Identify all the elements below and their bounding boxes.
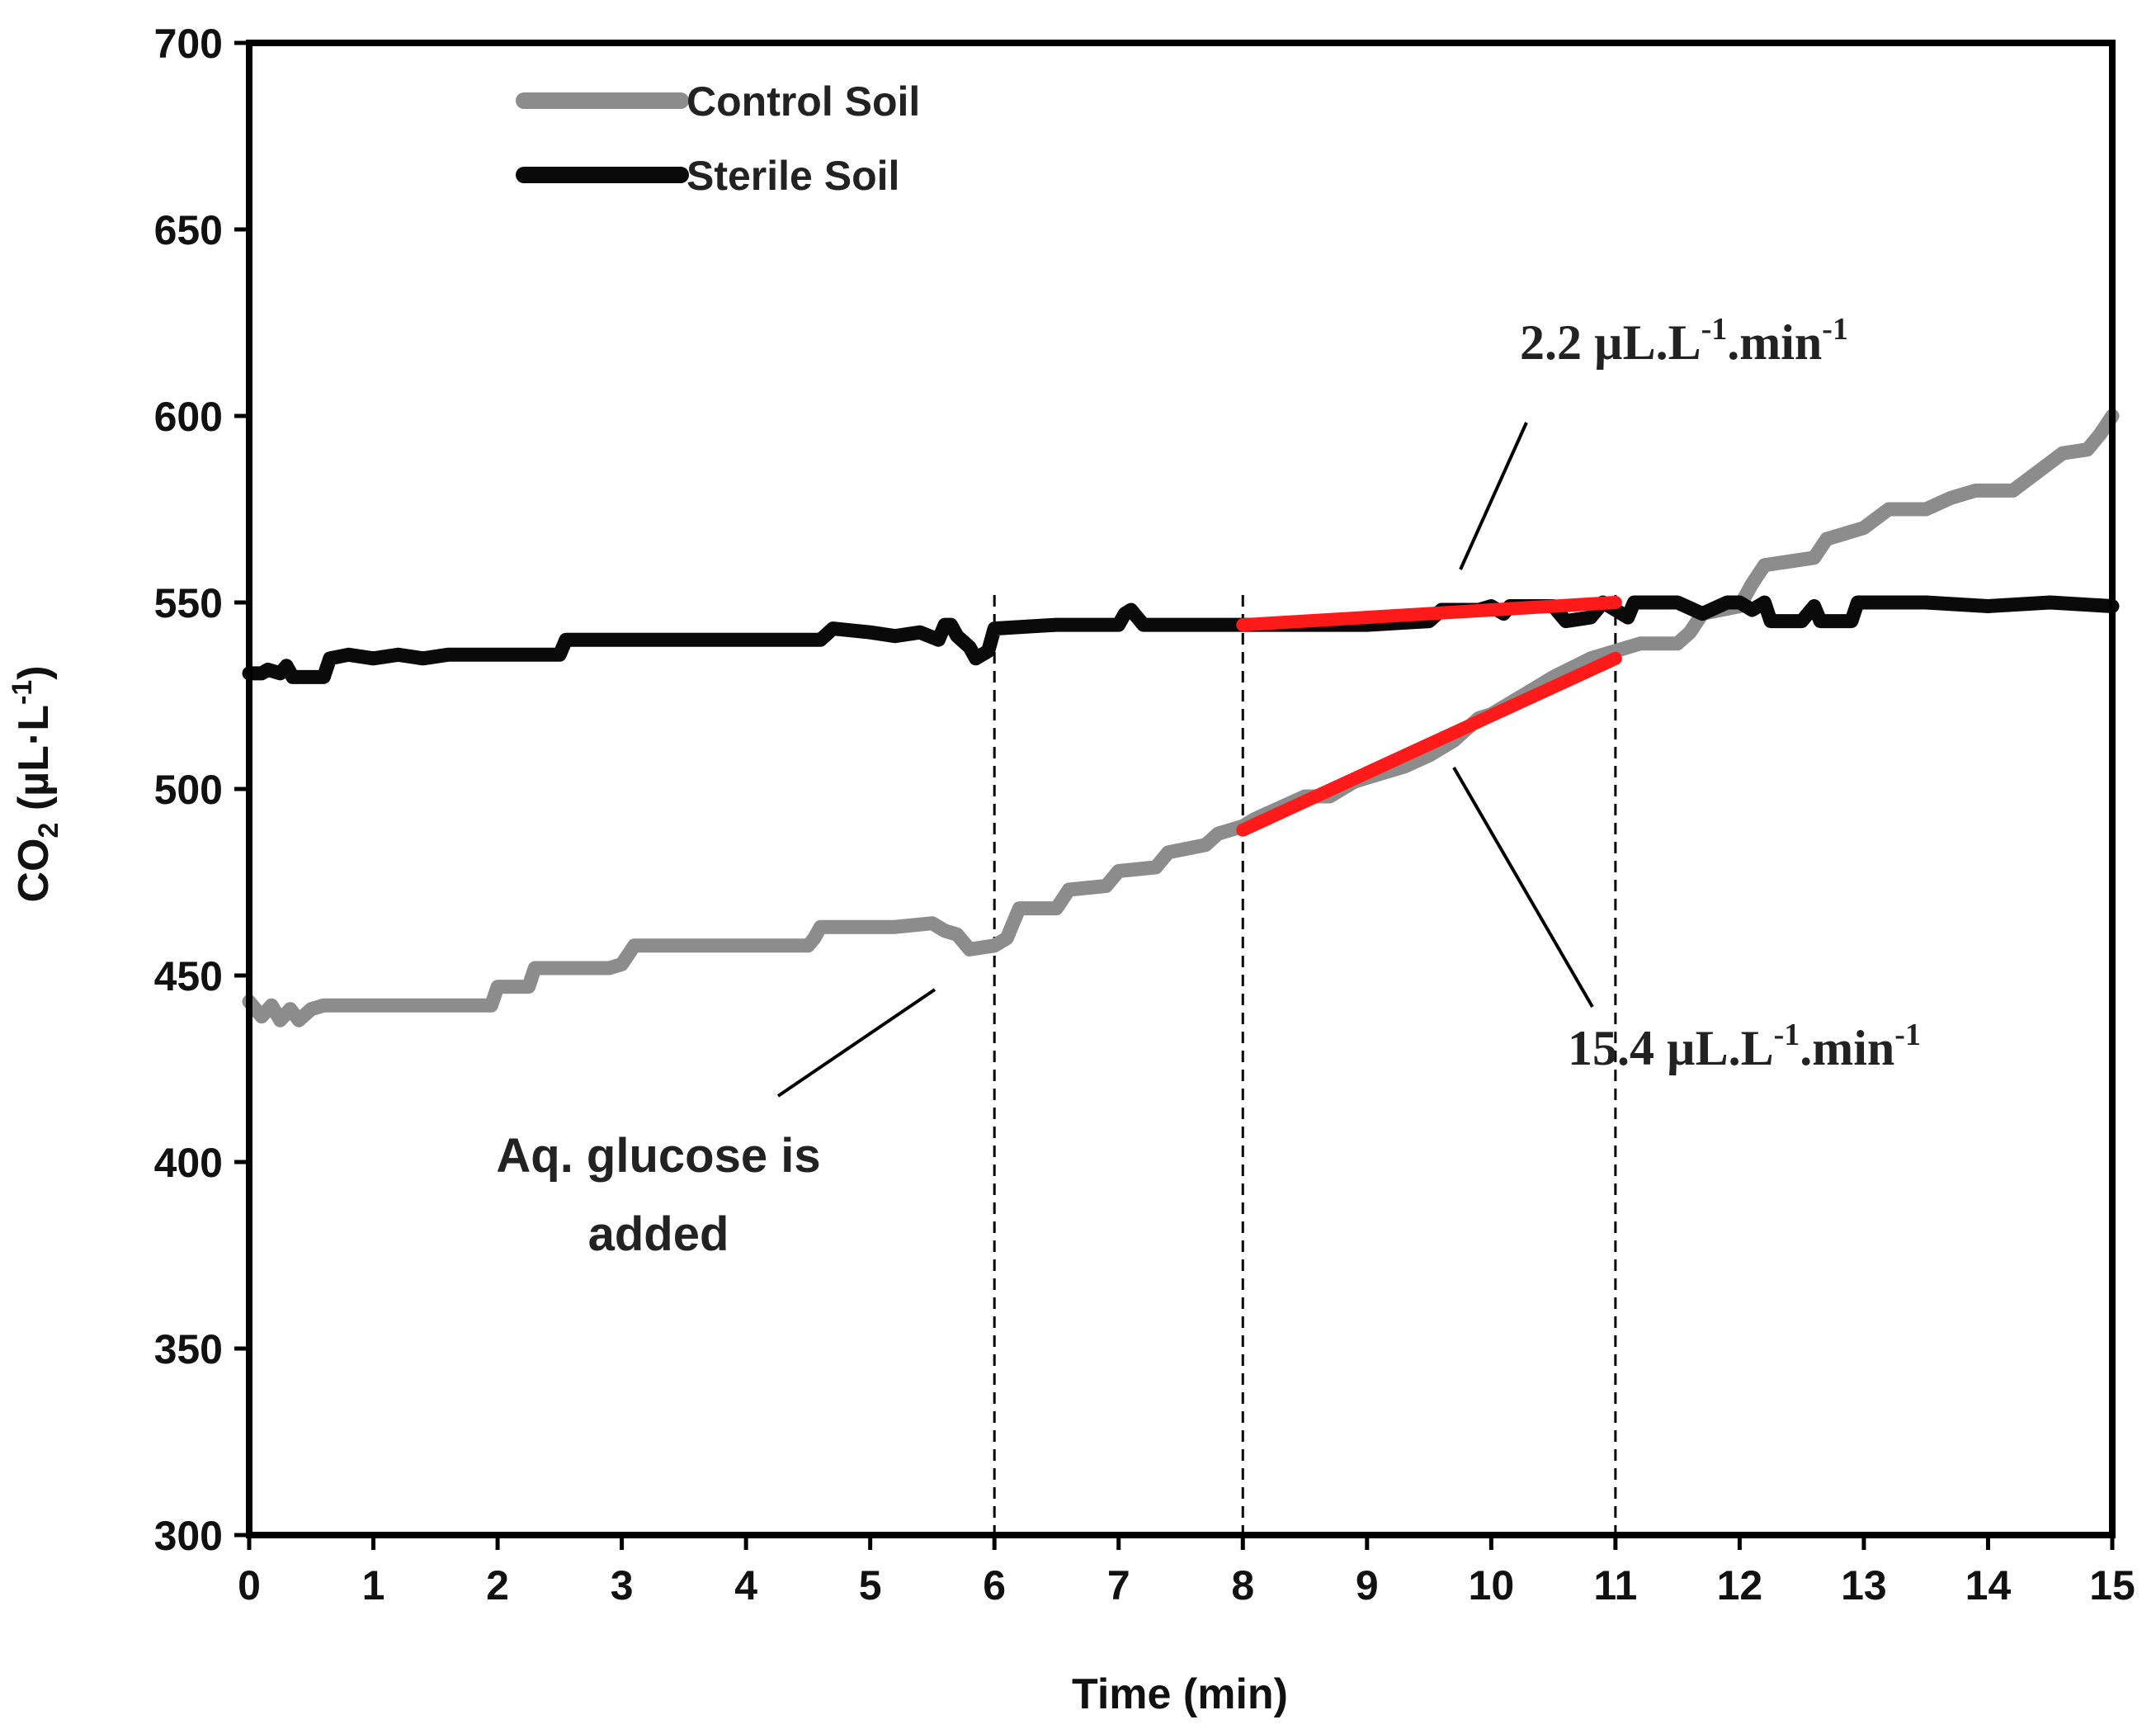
plot-area-frame [246, 40, 2116, 1538]
y-tick-label-650: 650 [154, 207, 223, 253]
x-tick-label-10: 10 [1469, 1562, 1515, 1609]
x-tick-label-4: 4 [734, 1562, 757, 1609]
control-rate-mid: .min [1800, 1021, 1894, 1075]
series-layer [242, 409, 2120, 1027]
glucose-pointer-line [776, 988, 936, 1098]
control-rate-pointer-line [1452, 766, 1594, 1009]
reference-lines [993, 594, 1617, 1535]
y-tick-label-400: 400 [154, 1140, 223, 1186]
y-axis-title-post: (µL·L [10, 705, 58, 823]
x-tick-label-15: 15 [2089, 1562, 2135, 1609]
control-rate-sup2: -1 [1894, 1018, 1921, 1052]
x-tick-label-13: 13 [1841, 1562, 1887, 1609]
sterile-rate-sup1: -1 [1701, 312, 1728, 347]
x-tick-label-8: 8 [1231, 1562, 1254, 1609]
control-rate-label: 15.4 µL.L-1.min-1 [1568, 1018, 1921, 1075]
sterile-rate-mid: .min [1727, 315, 1822, 370]
y-tick-label-700: 700 [154, 21, 223, 67]
y-tick-label-450: 450 [154, 953, 223, 999]
legend: Control Soil Sterile Soil [516, 78, 920, 199]
sterile-fit-line [1236, 596, 1622, 632]
x-tick-label-7: 7 [1107, 1562, 1130, 1609]
legend-label-control: Control Soil [686, 78, 920, 125]
x-tick-label-0: 0 [238, 1562, 261, 1609]
x-tick-label-6: 6 [983, 1562, 1006, 1609]
glucose-annotation-line2: added [588, 1207, 729, 1261]
y-axis-title-pre: CO [10, 839, 58, 903]
y-tick-label-600: 600 [154, 394, 223, 440]
y-tick-label-550: 550 [154, 580, 223, 626]
control-soil-series [242, 409, 2120, 1027]
axis-ticks: 0 1 2 3 4 5 6 7 8 9 10 11 12 13 14 15300350400450500550… [154, 21, 2135, 1609]
x-axis-title: Time (min) [1072, 1670, 1288, 1718]
y-axis-title-sub: 2 [33, 823, 64, 839]
y-axis-title-sup: -1 [7, 680, 38, 705]
y-tick-label-500: 500 [154, 767, 223, 813]
sterile-rate-sup2: -1 [1822, 312, 1848, 347]
x-tick-label-3: 3 [611, 1562, 634, 1609]
x-tick-label-2: 2 [486, 1562, 509, 1609]
x-tick-label-14: 14 [1965, 1562, 2012, 1609]
sterile-rate-value: 2.2 µL.L [1520, 315, 1701, 370]
x-tick-label-1: 1 [362, 1562, 385, 1609]
x-tick-label-11: 11 [1593, 1562, 1637, 1609]
fit-lines [1236, 596, 1622, 837]
legend-label-sterile: Sterile Soil [686, 153, 899, 199]
sterile-soil-series [242, 595, 2120, 684]
y-axis-title: CO2 (µL·L-1) [7, 665, 64, 902]
x-tick-label-5: 5 [859, 1562, 882, 1609]
sterile-rate-pointer-line [1459, 422, 1528, 570]
control-rate-value: 15.4 µL.L [1568, 1021, 1774, 1075]
y-tick-label-350: 350 [154, 1326, 223, 1372]
y-tick-label-300: 300 [154, 1513, 223, 1559]
y-axis-title-end: ) [10, 665, 58, 679]
sterile-rate-label: 2.2 µL.L-1.min-1 [1520, 312, 1848, 370]
control-fit-line [1236, 651, 1622, 837]
control-rate-sup1: -1 [1774, 1018, 1800, 1052]
x-tick-label-9: 9 [1356, 1562, 1379, 1609]
x-tick-label-12: 12 [1717, 1562, 1763, 1609]
glucose-annotation-line1: Aq. glucose is [496, 1129, 820, 1183]
